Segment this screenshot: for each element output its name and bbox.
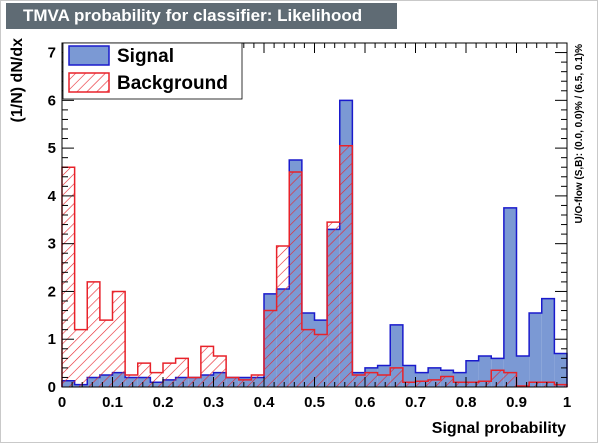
y-tick-label: 6 [48, 92, 56, 109]
background-outline [61, 144, 568, 387]
legend-label-signal: Signal [117, 46, 174, 67]
background-bar [529, 382, 542, 387]
background-bar [541, 382, 555, 387]
x-tick-label: 0.3 [203, 394, 224, 411]
signal-bar [466, 360, 479, 387]
page-title: TMVA probability for classifier: Likelih… [23, 6, 363, 25]
background-bar [390, 367, 403, 387]
x-tick-label: 0.6 [355, 394, 376, 411]
signal-bar [503, 207, 517, 387]
background-bar [87, 281, 100, 387]
legend-label-background: Background [117, 73, 228, 94]
background-bar [491, 370, 504, 387]
background-bar [62, 167, 75, 387]
background-bar [440, 376, 454, 387]
background-bar [377, 375, 391, 387]
y-tick-label: 1 [48, 331, 56, 348]
background-bar [428, 379, 441, 387]
overflow-label: U/O-flow (S,B): (0.0, 0.0)% / (6.5, 0.1)… [574, 44, 585, 224]
background-bar [365, 372, 378, 387]
background-bar [226, 377, 239, 387]
background-bar [554, 384, 567, 387]
x-tick-label: 0.2 [153, 394, 174, 411]
background-bar [402, 382, 416, 387]
x-tick-label: 0.4 [254, 394, 276, 411]
background-bar [478, 381, 492, 387]
title-box: TMVA probability for classifier: Likelih… [6, 3, 397, 29]
background-bar [238, 379, 252, 387]
legend-swatch-signal [68, 45, 110, 66]
x-tick-label: 0.9 [506, 394, 527, 411]
y-tick-label: 4 [48, 188, 57, 205]
background-bar [415, 381, 429, 387]
signal-bar [554, 353, 567, 387]
background-bar [289, 172, 302, 387]
y-tick-label: 0 [48, 379, 56, 396]
y-tick-label: 3 [48, 236, 56, 253]
background-bar [163, 363, 176, 387]
background-bar [137, 363, 151, 387]
background-bar [188, 377, 201, 387]
x-tick-label: 0.8 [456, 394, 477, 411]
signal-bar [529, 312, 542, 387]
background-bar [74, 329, 88, 387]
background-bar [314, 334, 328, 387]
signal-bar [541, 298, 555, 387]
y-tick-label: 2 [48, 283, 56, 300]
x-tick-label: 0.7 [405, 394, 426, 411]
background-bar [327, 222, 340, 387]
x-tick-label: 0.1 [102, 394, 123, 411]
background-bar [264, 310, 277, 387]
x-tick-label: 0.5 [304, 394, 325, 411]
x-tick-label: 0 [58, 394, 66, 411]
series-background [61, 144, 568, 387]
background-bar [175, 358, 189, 387]
x-tick-label: 1 [563, 394, 571, 411]
background-bar [150, 372, 163, 387]
background-bar [466, 382, 479, 387]
legend-swatch-background [68, 72, 110, 93]
background-bar [251, 375, 264, 387]
background-bar [112, 291, 126, 387]
background-bar [352, 375, 365, 387]
legend: Signal Background [62, 42, 243, 100]
background-bar [200, 346, 214, 387]
background-bar [125, 375, 138, 387]
background-bar [453, 382, 466, 387]
background-bar [503, 372, 517, 387]
y-tick-label: 5 [48, 140, 56, 157]
background-bar [301, 329, 315, 387]
signal-bar [516, 355, 530, 387]
x-axis-title: Signal probability [432, 420, 566, 437]
background-bar [213, 355, 227, 387]
y-axis-title: (1/N) dN/dx [9, 38, 26, 123]
background-bar [339, 145, 353, 387]
signal-bar [478, 355, 492, 387]
background-bar [276, 246, 290, 387]
y-tick-label: 7 [48, 45, 56, 62]
background-bar [99, 320, 113, 387]
